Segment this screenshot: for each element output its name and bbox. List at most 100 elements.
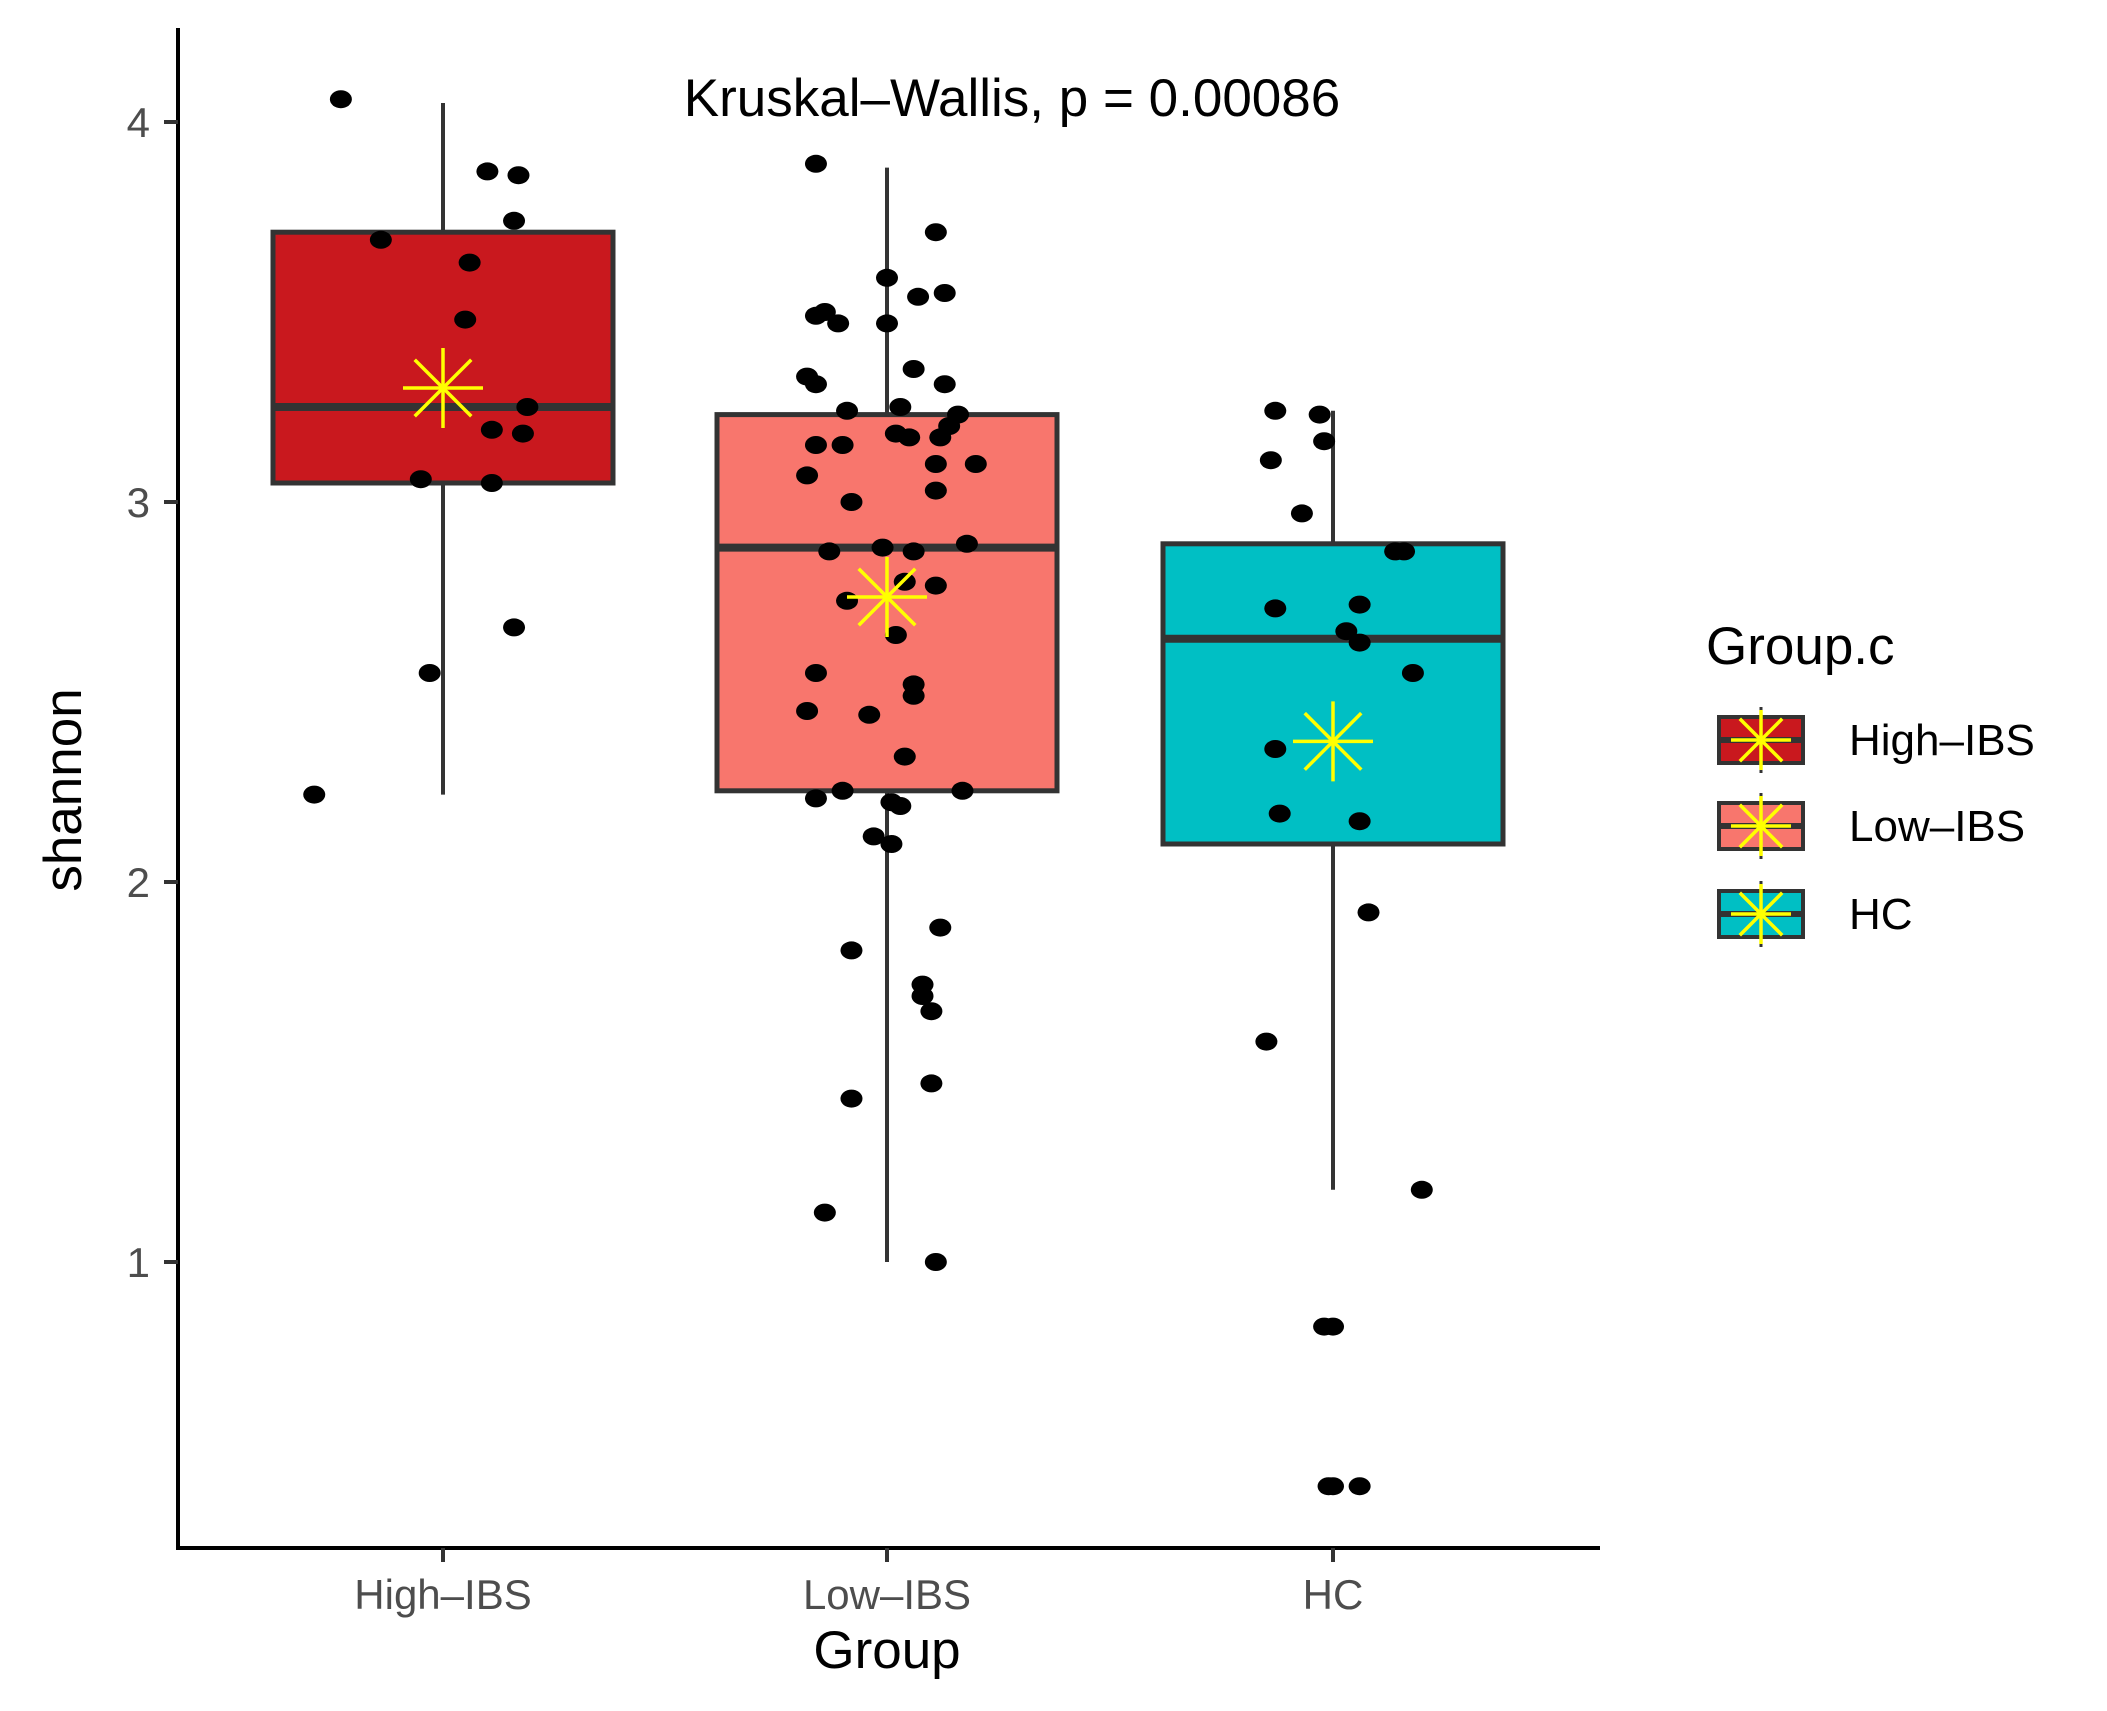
data-point bbox=[329, 90, 352, 109]
data-point bbox=[902, 686, 925, 705]
legend: Group.c High–IBS Low–IBS HC bbox=[1706, 617, 2035, 947]
data-point bbox=[924, 576, 947, 595]
data-point bbox=[1401, 664, 1424, 682]
data-point bbox=[924, 223, 947, 242]
plot-area bbox=[270, 90, 1506, 1496]
data-point bbox=[418, 664, 441, 682]
data-point bbox=[1264, 401, 1287, 420]
data-point bbox=[1410, 1180, 1433, 1199]
data-point bbox=[951, 781, 974, 800]
data-point bbox=[955, 534, 978, 553]
data-point bbox=[924, 1253, 947, 1271]
data-point bbox=[1259, 451, 1282, 470]
legend-label-low-ibs: Low–IBS bbox=[1849, 802, 2025, 851]
data-point bbox=[511, 424, 534, 443]
data-point bbox=[813, 1203, 836, 1222]
legend-key-high-ibs bbox=[1717, 707, 1805, 773]
data-point bbox=[458, 253, 481, 272]
data-point bbox=[889, 797, 912, 815]
data-point bbox=[911, 987, 934, 1005]
legend-mean-marker bbox=[1731, 884, 1791, 944]
data-point bbox=[929, 428, 952, 447]
data-point bbox=[804, 375, 827, 394]
data-point bbox=[907, 287, 930, 306]
data-point bbox=[831, 436, 854, 454]
y-tick-label: 1 bbox=[127, 1239, 150, 1286]
data-point bbox=[1357, 903, 1380, 922]
data-point bbox=[804, 154, 827, 173]
data-point bbox=[871, 538, 894, 557]
data-point bbox=[1348, 812, 1371, 831]
legend-title: Group.c bbox=[1706, 617, 1895, 676]
data-point bbox=[1264, 599, 1287, 618]
data-point bbox=[796, 702, 819, 720]
mean-marker-hc bbox=[1293, 701, 1373, 782]
x-tick-label-hc: HC bbox=[1303, 1571, 1364, 1618]
data-point bbox=[1335, 622, 1358, 641]
data-point bbox=[884, 626, 907, 644]
data-point bbox=[898, 428, 921, 447]
data-point bbox=[831, 781, 854, 800]
data-point bbox=[1264, 740, 1287, 758]
data-point bbox=[480, 420, 503, 439]
data-point bbox=[1393, 542, 1416, 561]
legend-label-high-ibs: High–IBS bbox=[1849, 716, 2035, 765]
data-point bbox=[876, 314, 898, 333]
data-point bbox=[933, 375, 956, 394]
mean-marker-low-ibs bbox=[847, 557, 927, 637]
data-point bbox=[920, 1002, 943, 1021]
data-point bbox=[827, 314, 850, 333]
data-point bbox=[369, 230, 392, 249]
data-point bbox=[929, 918, 952, 937]
data-point bbox=[964, 455, 987, 473]
x-tick-label-low-ibs: Low–IBS bbox=[803, 1571, 971, 1618]
data-point bbox=[503, 618, 526, 637]
data-point bbox=[893, 747, 916, 766]
data-point bbox=[454, 310, 477, 329]
mean-marker-high-ibs bbox=[403, 348, 483, 428]
data-point bbox=[1313, 432, 1336, 451]
legend-key-low-ibs bbox=[1717, 793, 1805, 859]
data-point bbox=[840, 493, 863, 511]
x-axis-title: Group bbox=[813, 1621, 960, 1680]
data-point bbox=[880, 835, 903, 853]
data-point bbox=[840, 941, 863, 960]
data-point bbox=[1348, 1477, 1371, 1496]
data-point bbox=[1348, 633, 1371, 652]
data-point bbox=[1348, 595, 1371, 614]
data-point bbox=[920, 1074, 943, 1093]
y-tick-label: 3 bbox=[127, 479, 150, 526]
data-point bbox=[902, 542, 925, 561]
axes: 1 2 3 4 High–IBS Low–IBS HC bbox=[127, 28, 1600, 1618]
data-point bbox=[409, 470, 432, 489]
x-tick-label-high-ibs: High–IBS bbox=[354, 1571, 531, 1618]
data-point bbox=[480, 474, 503, 492]
data-point bbox=[902, 360, 925, 378]
data-point bbox=[1268, 804, 1291, 823]
legend-mean-marker bbox=[1731, 710, 1791, 770]
legend-label-hc: HC bbox=[1849, 890, 1913, 939]
data-point bbox=[889, 398, 912, 416]
y-tick-label: 4 bbox=[127, 99, 150, 146]
kruskal-wallis-annotation: Kruskal–Wallis, p = 0.00086 bbox=[684, 69, 1340, 128]
data-point bbox=[1255, 1032, 1278, 1051]
data-point bbox=[924, 481, 947, 500]
data-point bbox=[924, 455, 947, 473]
data-point bbox=[1322, 1477, 1344, 1496]
data-point bbox=[876, 268, 898, 287]
data-point bbox=[516, 398, 539, 416]
data-point bbox=[858, 705, 881, 724]
data-point bbox=[804, 436, 827, 454]
data-point bbox=[507, 166, 530, 185]
y-tick-label: 2 bbox=[127, 859, 150, 906]
data-point bbox=[836, 591, 859, 610]
data-point bbox=[840, 1089, 863, 1108]
data-point bbox=[836, 401, 859, 420]
data-point bbox=[804, 664, 827, 682]
data-point bbox=[862, 827, 885, 846]
data-point bbox=[1308, 405, 1331, 424]
data-point bbox=[933, 284, 956, 302]
data-point bbox=[804, 789, 827, 808]
